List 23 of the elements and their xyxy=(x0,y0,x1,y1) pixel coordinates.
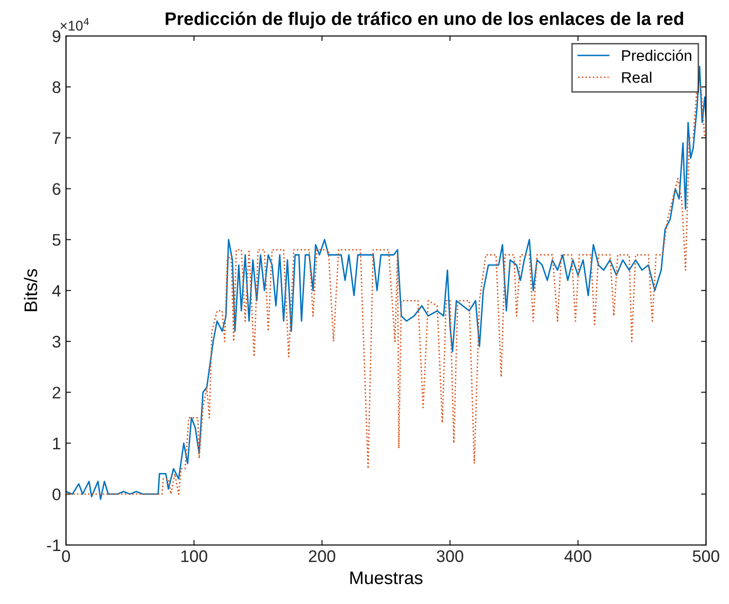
y-tick-label: 9 xyxy=(52,30,60,42)
y-tick-label: 6 xyxy=(52,183,60,195)
legend-label: Real xyxy=(622,72,652,83)
x-tick-label: 300 xyxy=(436,550,464,562)
x-tick-label: 500 xyxy=(692,550,720,562)
legend-label: Predicción xyxy=(622,50,692,61)
y-tick-label: 0 xyxy=(52,488,60,500)
x-axis-title: Muestras xyxy=(350,572,422,584)
y-tick-label: 3 xyxy=(52,336,60,348)
y-tick-label: 5 xyxy=(52,234,60,246)
x-tick-label: 100 xyxy=(181,550,208,562)
y-axis-title: Bits/s xyxy=(24,269,38,312)
chart-title: Predicción de flujo de tráfico en uno de los enlaces de la red xyxy=(166,12,684,29)
text: ×10$^{4}$ xyxy=(60,18,89,31)
y-tick-label: 1 xyxy=(53,438,60,450)
y-tick-label: 7 xyxy=(52,132,60,144)
x-tick-label: 0 xyxy=(62,550,70,562)
y-tick-label: 8 xyxy=(52,81,60,94)
y-tick-label: 4 xyxy=(52,285,61,297)
y-tick-label: -1 xyxy=(47,540,60,552)
y-tick-label: 2 xyxy=(52,386,60,398)
x-tick-label: 400 xyxy=(564,550,592,562)
x-tick-label: 200 xyxy=(308,550,336,562)
